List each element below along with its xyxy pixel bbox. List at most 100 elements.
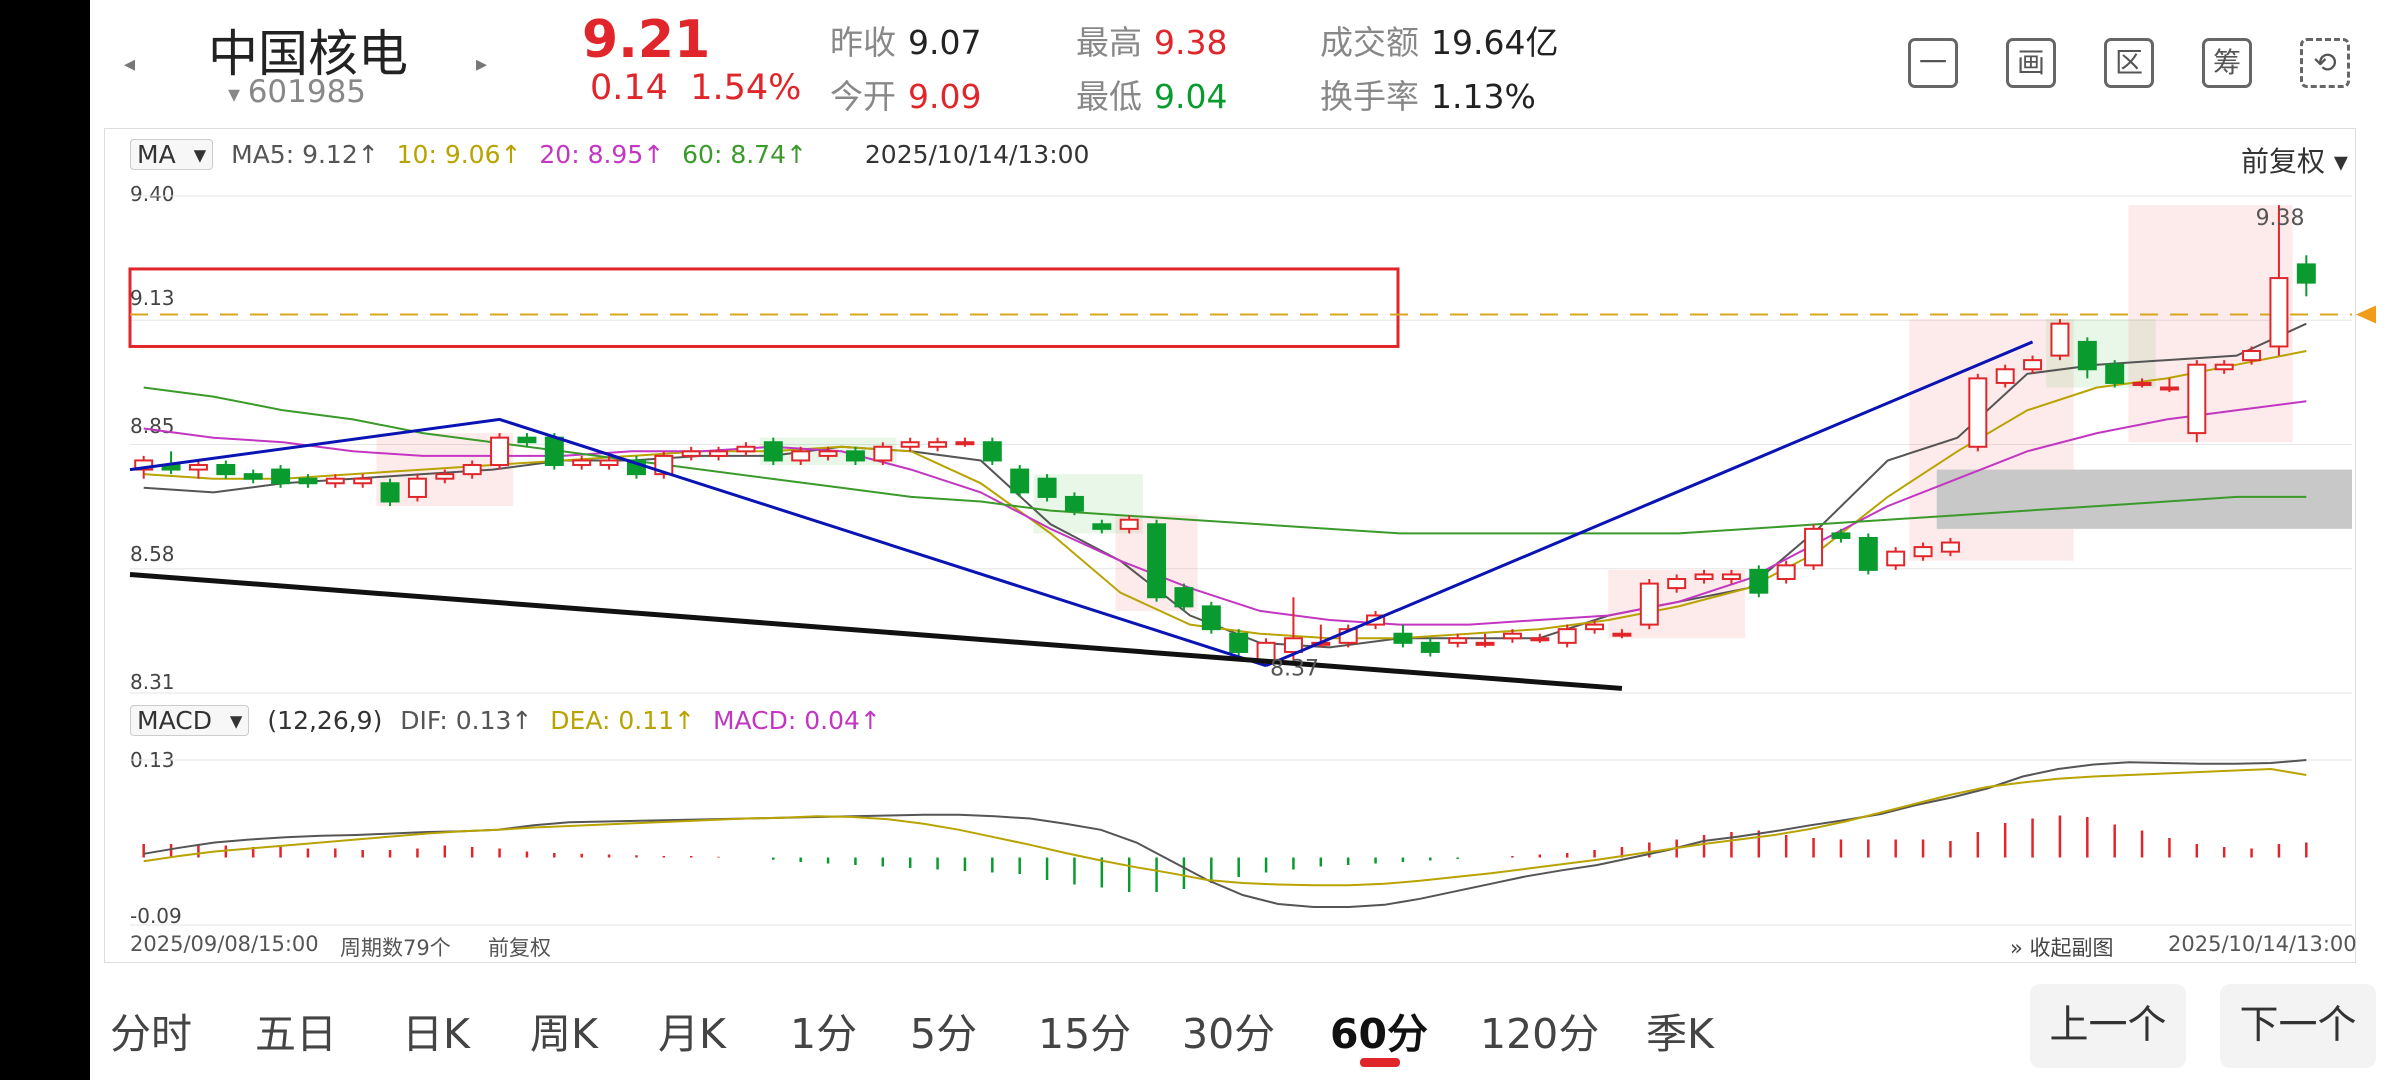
candle-body (1201, 605, 1221, 631)
candle-body (1010, 468, 1030, 494)
tab-5day[interactable]: 五日 (255, 1010, 337, 1058)
candle-body (2159, 386, 2179, 391)
rotate-screen-icon[interactable]: ⟲ (2300, 38, 2350, 88)
candle-body (1667, 578, 1687, 590)
change-value: 0.14 (590, 68, 668, 108)
candle-body (2077, 340, 2097, 371)
y-tick: 8.85 (130, 414, 175, 438)
candle-body (928, 441, 948, 448)
tab-fenshi[interactable]: 分时 (110, 1010, 192, 1058)
stat-value: 9.09 (908, 77, 982, 116)
tab-60min[interactable]: 60分 (1330, 1010, 1429, 1058)
trend-line (129, 417, 1267, 668)
y-tick: 9.40 (130, 182, 175, 206)
chips-tool-button[interactable]: 筹 (2202, 38, 2252, 88)
candle-body (1147, 523, 1167, 599)
ma-selector-label: MA (137, 140, 176, 169)
candle-body (243, 473, 263, 480)
candle-body (1804, 527, 1824, 567)
y-tick: 9.13 (130, 286, 175, 310)
tab-5min[interactable]: 5分 (910, 1010, 978, 1058)
candle-body (791, 450, 811, 462)
chart-frame (104, 128, 2356, 963)
tab-15min[interactable]: 15分 (1038, 1010, 1132, 1058)
quote-header: ◂ 中国核电 601985 ▸ 9.21 0.14 1.54% 昨收9.07 今… (90, 0, 2388, 122)
candle-body (1557, 628, 1577, 644)
candle-body (1119, 518, 1139, 530)
last-price: 9.21 (582, 10, 711, 70)
candle-body (1174, 587, 1194, 608)
stat-label: 昨收 (830, 23, 896, 62)
macd-indicator-bar: MACD ▾ (12,26,9) DIF: 0.13↑ DEA: 0.11↑ M… (130, 705, 891, 736)
stat-value: 1.13% (1431, 77, 1536, 116)
ma10-value: 10: 9.06↑ (396, 140, 522, 169)
next-stock-arrow-icon[interactable]: ▸ (476, 52, 488, 77)
prev-stock-button[interactable]: 上一个 (2030, 984, 2186, 1068)
candle-body (845, 450, 865, 462)
collapse-subchart-button[interactable]: » 收起副图 (2010, 936, 2114, 960)
candle-body (2105, 363, 2125, 384)
high-label: 9.38 (2256, 206, 2305, 231)
tab-daily-k[interactable]: 日K (402, 1010, 470, 1058)
candle-body (900, 441, 920, 448)
candle-body (1913, 546, 1933, 558)
candle-body (1229, 632, 1249, 653)
draw-tool-button[interactable]: 画 (2006, 38, 2056, 88)
adjust-selector[interactable]: 前复权 ▾ (2241, 145, 2348, 178)
candle-body (572, 459, 592, 467)
candle-body (2187, 363, 2207, 435)
candle-body (763, 441, 783, 462)
range-tool-button[interactable]: 区 (2104, 38, 2154, 88)
tab-30min[interactable]: 30分 (1182, 1010, 1276, 1058)
stat-label: 最低 (1076, 77, 1142, 116)
candle-body (1886, 550, 1906, 567)
candle-body (736, 445, 756, 453)
candle-body (1749, 568, 1769, 594)
footer-adjust: 前复权 (488, 936, 551, 960)
candle-body (517, 436, 537, 444)
macd-dif-line (143, 759, 2307, 908)
macd-value: MACD: 0.04↑ (712, 706, 881, 735)
candle-body (1502, 632, 1522, 640)
change-pct: 1.54% (690, 68, 802, 108)
dea-value: DEA: 0.11↑ (550, 706, 695, 735)
candle-body (1858, 536, 1878, 571)
prev-stock-arrow-icon[interactable]: ◂ (124, 52, 136, 77)
cursor-datetime: 2025/10/14/13:00 (864, 140, 1090, 169)
candle-body (1064, 495, 1084, 512)
chart-end-time: 2025/10/14/13:00 (2168, 932, 2357, 956)
tab-120min[interactable]: 120分 (1480, 1010, 1600, 1058)
stock-code[interactable]: 601985 (228, 74, 366, 110)
candle-body (1776, 564, 1796, 581)
y-tick: 8.58 (130, 542, 175, 566)
kline-chart[interactable]: 8.37 9.38 (90, 0, 2388, 1000)
tab-quarterly-k[interactable]: 季K (1646, 1010, 1714, 1058)
ma20-value: 20: 8.95↑ (539, 140, 665, 169)
next-stock-button[interactable]: 下一个 (2220, 984, 2376, 1068)
candle-body (982, 441, 1002, 462)
candle-body (407, 477, 427, 498)
tab-1min[interactable]: 1分 (790, 1010, 858, 1058)
line-tool-button[interactable]: 一 (1908, 38, 1958, 88)
period-count: 周期数79个 (340, 936, 451, 960)
candle-body (1721, 573, 1741, 581)
candle-body (271, 468, 291, 485)
candle-body (134, 459, 154, 471)
candle-body (462, 464, 482, 476)
stat-value: 9.07 (908, 23, 982, 62)
candle-body (709, 450, 729, 457)
stat-value: 19.64亿 (1431, 23, 1559, 62)
tab-weekly-k[interactable]: 周K (530, 1010, 598, 1058)
candle-body (1694, 573, 1714, 581)
stat-value: 9.04 (1154, 77, 1228, 116)
stat-label: 今开 (830, 77, 896, 116)
macd-selector[interactable]: MACD ▾ (130, 705, 250, 736)
ma-selector[interactable]: MA ▾ (130, 139, 214, 170)
candle-body (1585, 623, 1605, 631)
ma5-value: MA5: 9.12↑ (231, 140, 379, 169)
candle-body (1639, 582, 1659, 626)
stat-high: 最高 9.38 (1076, 16, 1227, 64)
candle-body (2050, 322, 2070, 357)
candle-body (1393, 632, 1413, 644)
tab-monthly-k[interactable]: 月K (658, 1010, 726, 1058)
